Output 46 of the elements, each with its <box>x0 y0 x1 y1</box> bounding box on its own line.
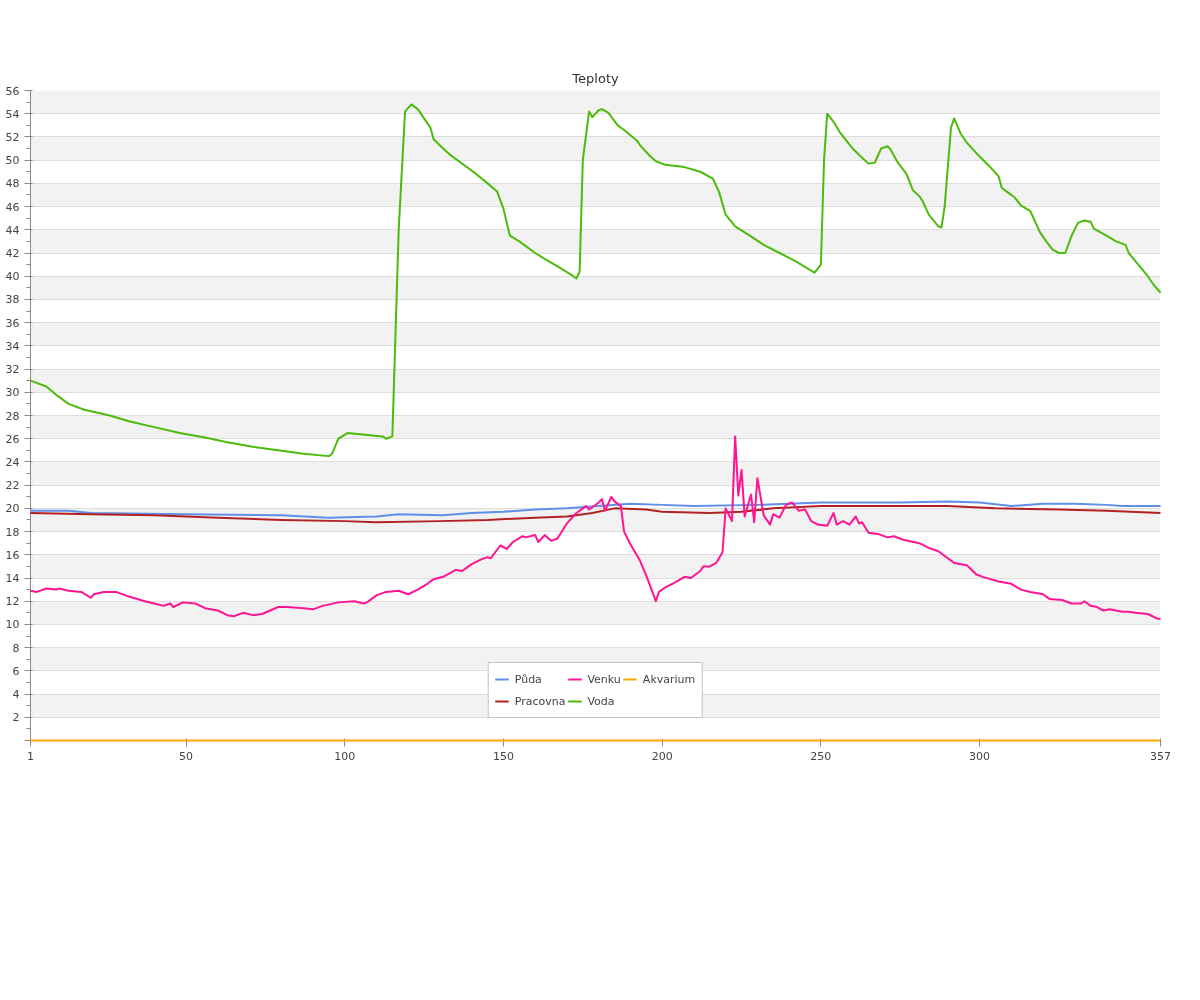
y-tick-label: 40 <box>5 270 20 284</box>
x-tick-label: 150 <box>492 749 514 763</box>
y-tick-label: 54 <box>5 107 20 121</box>
y-tick-label: 30 <box>5 386 20 400</box>
y-tick-label: 34 <box>5 339 20 353</box>
chart-title: Teploty <box>571 70 619 86</box>
y-tick-label: 22 <box>5 479 20 493</box>
y-tick-label: 20 <box>5 502 20 516</box>
y-tick-label: 24 <box>5 455 20 469</box>
x-tick-label: 100 <box>334 749 356 763</box>
x-tick-label: 300 <box>969 749 991 763</box>
y-tick-label: 12 <box>5 595 20 609</box>
y-tick-label: 42 <box>5 247 20 260</box>
y-tick-label: 16 <box>5 548 20 562</box>
y-tick-label: 4 <box>12 688 20 702</box>
legend-label: Akvarium <box>642 672 696 686</box>
y-tick-label: 56 <box>5 84 20 98</box>
legend-label: Půda <box>514 672 542 686</box>
y-tick-label: 48 <box>5 177 20 191</box>
y-tick-label: 36 <box>5 316 20 330</box>
y-tick-label: 32 <box>5 363 20 377</box>
x-tick-label: 357 <box>1150 749 1171 763</box>
y-tick-label: 52 <box>5 130 20 144</box>
legend-label: Venku <box>587 672 621 686</box>
y-tick-label: 46 <box>5 200 20 214</box>
x-tick-label: 50 <box>179 749 194 763</box>
y-tick-label: 44 <box>5 223 20 237</box>
y-tick-label: 2 <box>12 711 20 725</box>
y-tick-label: 14 <box>5 572 20 585</box>
line-series <box>29 505 1162 524</box>
y-tick-label: 28 <box>5 409 20 423</box>
y-tick-label: 38 <box>5 293 20 307</box>
x-tick-label: 250 <box>810 749 832 763</box>
legend-label: Voda <box>587 694 615 708</box>
x-tick-label: 1 <box>27 749 34 763</box>
line-series <box>29 435 1162 620</box>
line-series <box>29 103 1162 458</box>
x-tick-label: 200 <box>651 749 673 763</box>
y-tick-label: 18 <box>5 525 20 539</box>
y-tick-label: 26 <box>5 432 20 446</box>
y-tick-label: 10 <box>5 618 20 632</box>
y-tick-label: 8 <box>12 641 20 655</box>
legend-label: Pracovna <box>514 694 566 708</box>
line-series <box>29 500 1162 519</box>
y-tick-label: 50 <box>5 154 20 168</box>
y-tick-label: 6 <box>12 664 20 678</box>
